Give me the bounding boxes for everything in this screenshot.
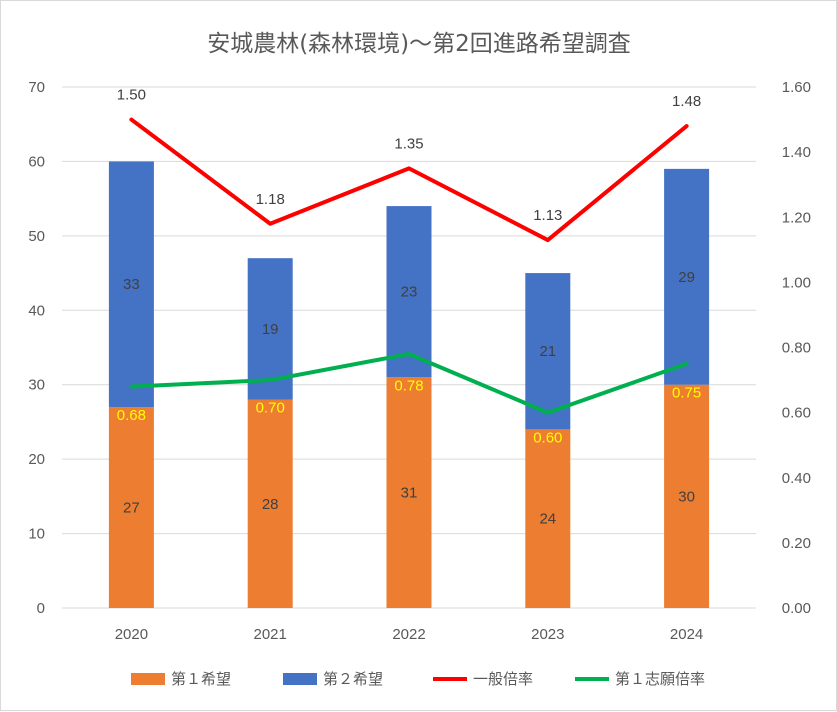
bar-segment (664, 168, 710, 385)
bar-value-label: 30 (678, 488, 695, 505)
bar-segment (247, 399, 293, 608)
y-left-tick-label: 50 (28, 228, 45, 245)
y-left-tick-label: 30 (28, 377, 45, 394)
y-left-tick-label: 60 (28, 153, 45, 170)
y-left-tick-label: 20 (28, 451, 45, 468)
first-choice-ratio-label: 0.70 (256, 400, 285, 417)
legend-label: 一般倍率 (473, 670, 533, 688)
bar-value-label: 24 (539, 511, 556, 528)
bar-segment (386, 206, 432, 378)
bar-value-label: 23 (401, 284, 418, 301)
y-left-tick-label: 70 (28, 79, 45, 96)
bar-value-label: 28 (262, 496, 279, 513)
legend-label: 第１志願倍率 (615, 670, 705, 688)
bar-value-label: 31 (401, 485, 418, 502)
y-right-tick-label: 1.00 (782, 274, 811, 291)
bars (108, 161, 710, 608)
bar-value-label: 27 (123, 500, 140, 517)
bar-value-label: 21 (539, 343, 556, 360)
legend-swatch (131, 673, 165, 685)
general-ratio-label: 1.35 (394, 135, 423, 152)
bar-segment (525, 273, 571, 430)
legend-label: 第１希望 (171, 670, 231, 688)
x-tick-label: 2024 (670, 626, 703, 643)
data-labels: 27 33 28 19 31 23 24 21 30 29 1.50 1.18 1.35 1.13 1.48… (117, 87, 701, 528)
y-right-tick-label: 0.00 (782, 600, 811, 617)
bar-segment (664, 384, 710, 608)
general-ratio-label: 1.50 (117, 87, 146, 104)
lines (129, 117, 689, 415)
general-ratio-label: 1.48 (672, 93, 701, 110)
bar-value-label: 19 (262, 321, 279, 338)
legend-label: 第２希望 (323, 670, 383, 688)
chart-title: 安城農林(森林環境)～第2回進路希望調査 (207, 31, 631, 57)
x-tick-label: 2021 (254, 626, 287, 643)
legend: 第１希望 第２希望 一般倍率 第１志願倍率 (131, 670, 705, 688)
x-tick-label: 2022 (392, 626, 425, 643)
first-choice-ratio-label: 0.60 (533, 429, 562, 446)
y-right-tick-label: 1.40 (782, 144, 811, 161)
bar-value-label: 33 (123, 276, 140, 293)
x-tick-label: 2023 (531, 626, 564, 643)
y-right-tick-label: 0.20 (782, 535, 811, 552)
x-tick-label: 2020 (115, 626, 148, 643)
bar-segment (386, 377, 432, 608)
y-right-tick-label: 0.40 (782, 470, 811, 487)
series-line (129, 117, 689, 243)
y-right-tick-label: 0.80 (782, 340, 811, 357)
first-choice-ratio-label: 0.75 (672, 385, 701, 402)
series-line (129, 352, 689, 415)
first-choice-ratio-label: 0.68 (117, 407, 146, 424)
general-ratio-label: 1.18 (256, 191, 285, 208)
bar-segment (108, 407, 154, 608)
y-left-tick-label: 40 (28, 302, 45, 319)
bar-value-label: 29 (678, 269, 695, 286)
general-ratio-label: 1.13 (533, 207, 562, 224)
y-left-tick-label: 10 (28, 526, 45, 543)
y-right-tick-label: 1.20 (782, 209, 811, 226)
y-left-tick-label: 0 (37, 600, 45, 617)
legend-swatch (283, 673, 317, 685)
y-right-tick-label: 1.60 (782, 79, 811, 96)
axes: 0 10 20 30 40 50 60 70 0.00 0.20 0.40 0.60 0.80 1.00 1… (28, 79, 811, 643)
y-right-tick-label: 0.60 (782, 405, 811, 422)
first-choice-ratio-label: 0.78 (394, 377, 423, 394)
bar-segment (108, 161, 154, 408)
bar-segment (525, 429, 571, 608)
